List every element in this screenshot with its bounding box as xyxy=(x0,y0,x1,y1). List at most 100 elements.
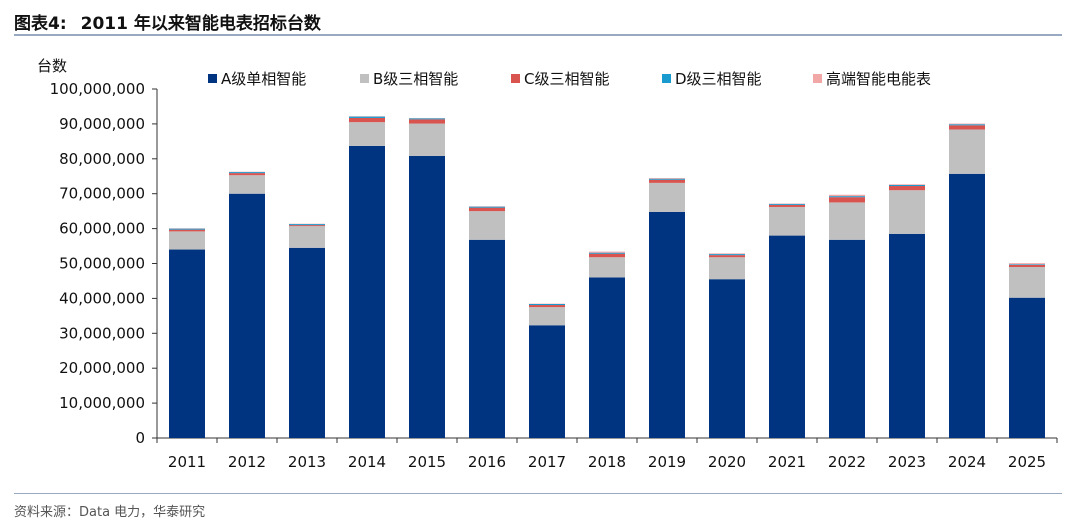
bar-segment-2022-s4 xyxy=(829,196,865,198)
bar-segment-2024-s2 xyxy=(949,129,985,174)
y-tick-label: 60,000,000 xyxy=(59,220,145,238)
bar-segment-2025-s4 xyxy=(1009,264,1045,265)
bar-segment-2023-s5 xyxy=(889,184,925,185)
legend-swatch xyxy=(813,74,822,83)
bar-segment-2017-s4 xyxy=(529,303,565,306)
bar-segment-2020-s2 xyxy=(709,257,745,280)
y-axis: 0 10,000,000 20,000,000 30,000,000 40,000,00… xyxy=(50,80,158,447)
bar-segment-2023-s3 xyxy=(889,186,925,191)
figure-label: 图表4: xyxy=(14,14,67,34)
legend-label: D级三相智能 xyxy=(675,70,762,88)
bar-segment-2020-s5 xyxy=(709,253,745,255)
bar-segment-2015-s2 xyxy=(409,123,445,157)
bar-segment-2019-s3 xyxy=(649,179,685,183)
bar-segment-2019-s1 xyxy=(649,211,685,438)
y-tick-label: 30,000,000 xyxy=(59,324,145,342)
bar-segment-2024-s1 xyxy=(949,173,985,438)
bar-segment-2016-s3 xyxy=(469,207,505,212)
bar-segment-2016-s1 xyxy=(469,239,505,438)
bar-segment-2024-s5 xyxy=(949,123,985,125)
legend-swatch xyxy=(511,74,520,83)
bar-segment-2024-s3 xyxy=(949,125,985,130)
x-tick-label: 2022 xyxy=(828,453,866,471)
bar-segment-2014-s4 xyxy=(349,116,385,118)
legend-swatch xyxy=(662,74,671,83)
legend-swatch xyxy=(360,74,369,83)
bar-segment-2013-s4 xyxy=(289,224,325,226)
bars xyxy=(169,116,1045,438)
bar-segment-2020-s3 xyxy=(709,255,745,258)
bar-segment-2018-s4 xyxy=(589,252,625,254)
bar-segment-2020-s1 xyxy=(709,279,745,438)
bar-segment-2011-s4 xyxy=(169,228,205,230)
bar-segment-2012-s1 xyxy=(229,193,265,438)
bar-segment-2018-s2 xyxy=(589,257,625,278)
legend-label: B级三相智能 xyxy=(373,70,458,88)
bar-segment-2014-s1 xyxy=(349,145,385,438)
bar-segment-2023-s2 xyxy=(889,190,925,234)
bar-segment-2017-s3 xyxy=(529,305,565,308)
bar-segment-2022-s5 xyxy=(829,194,865,197)
y-tick-label: 10,000,000 xyxy=(59,394,145,412)
y-tick-label: 0 xyxy=(135,429,145,447)
bar-segment-2022-s2 xyxy=(829,202,865,240)
bar-segment-2025-s3 xyxy=(1009,264,1045,267)
bar-segment-2015-s4 xyxy=(409,118,445,120)
x-tick-label: 2018 xyxy=(588,453,626,471)
y-tick-label: 20,000,000 xyxy=(59,359,145,377)
bar-segment-2018-s1 xyxy=(589,277,625,438)
x-axis: 2011 2012 2013 2014 2015 2016 2017 2018 2019 2020… xyxy=(156,437,1058,471)
bar-segment-2019-s4 xyxy=(649,178,685,180)
bar-segment-2014-s2 xyxy=(349,122,385,146)
x-tick-label: 2016 xyxy=(468,453,506,471)
bar-segment-2023-s1 xyxy=(889,233,925,438)
footer-divider xyxy=(14,493,1062,494)
y-tick-label: 70,000,000 xyxy=(59,185,145,203)
bar-segment-2019-s2 xyxy=(649,182,685,212)
bar-segment-2011-s3 xyxy=(169,229,205,232)
x-tick-label: 2020 xyxy=(708,453,746,471)
bar-segment-2012-s2 xyxy=(229,175,265,194)
y-axis-label: 台数 xyxy=(37,57,67,75)
legend: A级单相智能 B级三相智能 C级三相智能 D级三相智能 高端智能电能表 xyxy=(208,70,931,88)
bar-segment-2022-s3 xyxy=(829,197,865,203)
bar-segment-2022-s1 xyxy=(829,239,865,438)
x-tick-label: 2012 xyxy=(228,453,266,471)
bar-segment-2021-s1 xyxy=(769,235,805,438)
bar-segment-2025-s1 xyxy=(1009,297,1045,438)
bar-segment-2014-s3 xyxy=(349,117,385,123)
bar-segment-2019-s5 xyxy=(649,177,685,179)
bar-segment-2020-s4 xyxy=(709,254,745,256)
bar-segment-2013-s3 xyxy=(289,225,325,227)
x-tick-label: 2025 xyxy=(1008,453,1046,471)
x-tick-label: 2019 xyxy=(648,453,686,471)
bar-segment-2017-s2 xyxy=(529,307,565,326)
y-tick-label: 50,000,000 xyxy=(59,255,145,273)
legend-label: 高端智能电能表 xyxy=(826,70,931,88)
x-tick-label: 2014 xyxy=(348,453,386,471)
bar-segment-2012-s4 xyxy=(229,172,265,174)
y-tick-label: 40,000,000 xyxy=(59,289,145,307)
x-tick-label: 2013 xyxy=(288,453,326,471)
bar-segment-2021-s2 xyxy=(769,206,805,236)
bar-segment-2011-s2 xyxy=(169,231,205,250)
bar-segment-2013-s1 xyxy=(289,247,325,438)
bar-segment-2023-s4 xyxy=(889,184,925,187)
bar-segment-2016-s2 xyxy=(469,211,505,240)
y-tick-label: 90,000,000 xyxy=(59,115,145,133)
bar-segment-2025-s2 xyxy=(1009,266,1045,298)
bar-segment-2018-s5 xyxy=(589,251,625,253)
chart-title: 图表4: 2011 年以来智能电表招标台数 xyxy=(14,9,335,34)
legend-swatch xyxy=(208,74,217,83)
source-note: 资料来源：Data 电力，华泰研究 xyxy=(14,505,206,520)
legend-label: A级单相智能 xyxy=(221,70,306,88)
x-tick-label: 2011 xyxy=(168,453,206,471)
x-tick-label: 2024 xyxy=(948,453,986,471)
bar-segment-2021-s4 xyxy=(769,203,805,205)
bar-segment-2016-s4 xyxy=(469,206,505,208)
bar-segment-2018-s3 xyxy=(589,253,625,258)
x-tick-label: 2023 xyxy=(888,453,926,471)
legend-label: C级三相智能 xyxy=(524,70,609,88)
bar-segment-2015-s3 xyxy=(409,119,445,124)
